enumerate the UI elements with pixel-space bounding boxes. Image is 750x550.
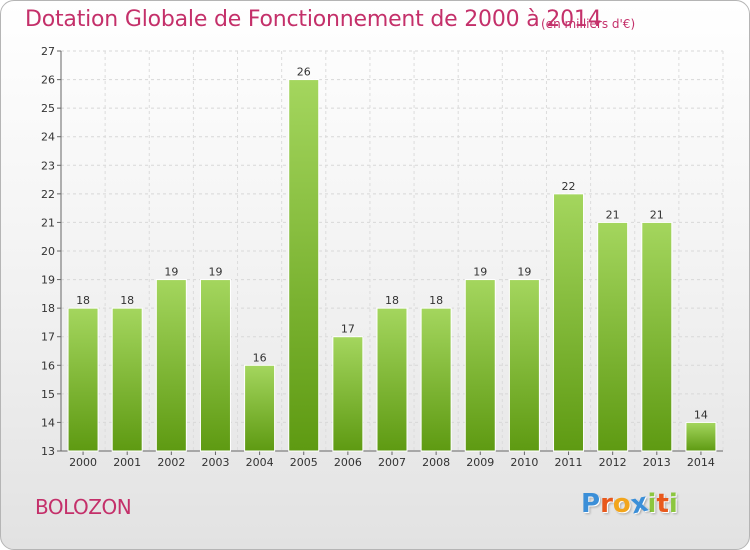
bar	[332, 336, 364, 452]
bar-value-label: 19	[517, 266, 531, 279]
y-tick-label: 14	[41, 416, 55, 429]
x-tick-label: 2008	[422, 456, 450, 469]
y-tick-label: 18	[41, 302, 55, 315]
y-tick-label: 20	[41, 245, 55, 258]
bar	[597, 221, 629, 452]
y-tick-label: 22	[41, 188, 55, 201]
x-tick-label: 2012	[599, 456, 627, 469]
logo-letter: i	[647, 489, 657, 519]
y-tick-label: 19	[41, 274, 55, 287]
bar-value-label: 19	[164, 266, 178, 279]
y-tick-label: 24	[41, 131, 55, 144]
chart-title: Dotation Globale de Fonctionnement de 20…	[25, 7, 602, 32]
logo-letter: r	[600, 489, 613, 519]
bar-value-label: 17	[341, 323, 355, 336]
x-tick-label: 2002	[157, 456, 185, 469]
bar	[464, 279, 496, 452]
bar-value-label: 19	[473, 266, 487, 279]
y-tick-label: 26	[41, 74, 55, 87]
y-tick-label: 15	[41, 388, 55, 401]
bar	[641, 221, 673, 452]
x-tick-label: 2009	[466, 456, 494, 469]
bar-value-label: 18	[120, 294, 134, 307]
bar	[685, 421, 717, 452]
x-tick-label: 2006	[334, 456, 362, 469]
chart-subtitle: (en milliers d'€)	[541, 17, 636, 31]
bar-value-label: 18	[385, 294, 399, 307]
y-tick-label: 25	[41, 102, 55, 115]
x-tick-label: 2011	[555, 456, 583, 469]
bar	[111, 307, 143, 452]
bar-value-label: 26	[297, 66, 311, 79]
bar-value-label: 18	[76, 294, 90, 307]
commune-name: BOLOZON	[35, 495, 132, 519]
bar	[155, 279, 187, 452]
bar	[420, 307, 452, 452]
bar-value-label: 21	[650, 208, 664, 221]
bar-value-label: 16	[253, 351, 267, 364]
bar-value-label: 19	[208, 266, 222, 279]
bar-value-label: 14	[694, 408, 708, 421]
bar	[199, 279, 231, 452]
proxiti-logo[interactable]: Proxiti	[581, 488, 678, 521]
y-tick-label: 17	[41, 331, 55, 344]
y-tick-label: 16	[41, 359, 55, 372]
value-labels: 18 18 19 19 16 26 17 18 18 19 19 22 21 21 14	[76, 66, 708, 422]
bar-value-label: 22	[562, 180, 576, 193]
y-tick-label: 21	[41, 216, 55, 229]
x-tick-label: 2007	[378, 456, 406, 469]
y-tick-label: 13	[41, 445, 55, 458]
logo-letter: i	[668, 489, 678, 519]
logo-letter: P	[581, 489, 601, 519]
x-tick-label: 2014	[687, 456, 715, 469]
bar	[508, 279, 540, 452]
x-tick-label: 2001	[113, 456, 141, 469]
x-tick-label: 2010	[510, 456, 538, 469]
logo-letter: o	[612, 489, 631, 519]
bar-value-label: 18	[429, 294, 443, 307]
bar	[244, 364, 276, 452]
x-tick-label: 2005	[290, 456, 318, 469]
logo-letter: t	[656, 489, 669, 519]
y-tick-label: 23	[41, 159, 55, 172]
x-tick-label: 2003	[201, 456, 229, 469]
bar	[288, 79, 320, 452]
x-tick-label: 2000	[69, 456, 97, 469]
x-tick-label: 2004	[246, 456, 274, 469]
bar	[553, 193, 585, 452]
bar-value-label: 21	[606, 208, 620, 221]
y-tick-label: 27	[41, 45, 55, 58]
bar	[67, 307, 99, 452]
x-tick-label: 2013	[643, 456, 671, 469]
tick-labels: 13 14 15 16 17 18 19 20 21 22 23 24 25 26 27 2000 2001 20…	[41, 45, 715, 469]
bars	[67, 79, 717, 452]
bar	[376, 307, 408, 452]
